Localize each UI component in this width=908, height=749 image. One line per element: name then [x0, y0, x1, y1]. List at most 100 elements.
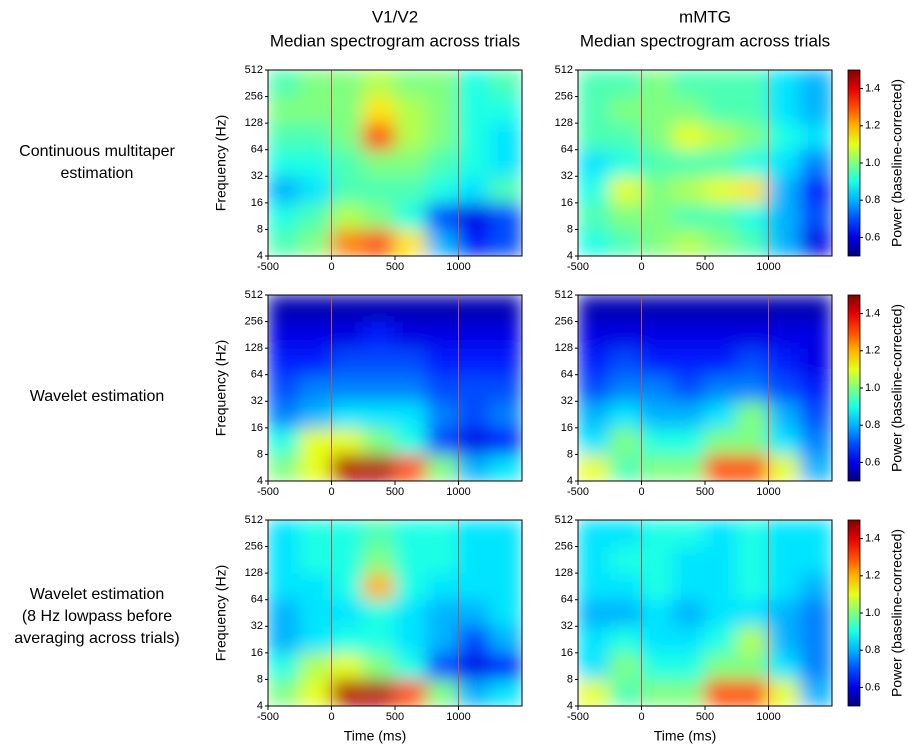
y-tick-label: 512	[245, 289, 263, 301]
cell	[489, 572, 522, 601]
cell	[768, 520, 801, 548]
cell	[578, 96, 611, 124]
colorbar-tick-label: 0.6	[865, 681, 880, 693]
cell	[299, 122, 332, 151]
cell	[704, 520, 738, 548]
cell	[799, 175, 832, 204]
cell	[736, 149, 769, 177]
cell	[268, 520, 301, 548]
cell	[768, 347, 801, 376]
heatmap-cells	[578, 295, 832, 481]
colorbar-tick-label: 1.2	[865, 345, 880, 357]
cell	[799, 625, 832, 654]
cell	[578, 427, 611, 455]
cell	[799, 453, 832, 481]
row-label: averaging across trials)	[14, 630, 179, 647]
cell	[641, 427, 674, 455]
colorbar-tick-label: 1.0	[865, 607, 880, 619]
row-label: (8 Hz lowpass before	[22, 608, 172, 625]
cell	[736, 652, 769, 680]
y-tick-label: 8	[567, 448, 573, 460]
cell	[578, 652, 611, 680]
cell	[704, 96, 738, 124]
x-tick-label: 500	[386, 261, 404, 273]
cell	[268, 400, 301, 429]
cell	[268, 122, 301, 151]
cell	[362, 202, 396, 230]
cell	[299, 149, 332, 177]
x-tick-label: -500	[257, 486, 279, 498]
cell	[704, 347, 738, 376]
y-tick-label: 8	[567, 673, 573, 685]
cell	[641, 122, 674, 151]
cell	[704, 427, 738, 455]
colorbar-tick-label: 1.4	[865, 308, 880, 320]
cell	[609, 202, 642, 230]
x-tick-label: 1000	[446, 261, 470, 273]
cell	[268, 572, 301, 601]
cell	[394, 149, 428, 177]
cell	[331, 599, 364, 627]
y-tick-label: 256	[555, 540, 573, 552]
cell	[268, 678, 301, 706]
cell	[426, 427, 459, 455]
cell	[799, 295, 832, 323]
column-subtitle: Median spectrogram across trials	[580, 31, 830, 50]
cell	[458, 546, 491, 574]
cell	[799, 652, 832, 680]
cell	[768, 295, 801, 323]
cell	[641, 520, 674, 548]
heatmap-cells	[268, 520, 522, 706]
x-tick-label: 500	[386, 486, 404, 498]
cell	[672, 678, 706, 706]
cell	[458, 96, 491, 124]
cell	[768, 625, 801, 654]
cell	[672, 652, 706, 680]
cell	[672, 427, 706, 455]
cell	[362, 122, 396, 151]
cell	[299, 70, 332, 98]
cell	[672, 175, 706, 204]
cell	[609, 546, 642, 574]
cell	[609, 400, 642, 429]
cell	[331, 347, 364, 376]
y-tick-label: 64	[561, 594, 573, 606]
heatmap-cells	[578, 70, 832, 256]
y-tick-label: 32	[561, 395, 573, 407]
cell	[362, 572, 396, 601]
y-tick-label: 32	[251, 620, 263, 632]
x-tick-label: 500	[386, 711, 404, 723]
cell	[458, 599, 491, 627]
cell	[641, 678, 674, 706]
cell	[672, 400, 706, 429]
cell	[641, 453, 674, 481]
cell	[799, 374, 832, 402]
colorbar-tick-label: 1.0	[865, 157, 880, 169]
cell	[768, 546, 801, 574]
cell	[641, 400, 674, 429]
y-tick-label: 256	[245, 90, 263, 102]
y-axis-label: Frequency (Hz)	[213, 340, 229, 436]
cell	[331, 625, 364, 654]
cell	[672, 321, 706, 349]
cell	[736, 427, 769, 455]
cell	[578, 625, 611, 654]
cell	[641, 652, 674, 680]
colorbar-tick-label: 1.0	[865, 382, 880, 394]
cell	[609, 374, 642, 402]
cell	[578, 295, 611, 323]
cell	[331, 427, 364, 455]
cell	[578, 453, 611, 481]
cell	[458, 70, 491, 98]
cell	[672, 520, 706, 548]
cell	[394, 122, 428, 151]
cell	[268, 228, 301, 256]
cell	[704, 546, 738, 574]
cell	[704, 202, 738, 230]
y-tick-label: 16	[561, 422, 573, 434]
cell	[609, 321, 642, 349]
cell	[362, 374, 396, 402]
cell	[609, 625, 642, 654]
colorbar-tick-label: 0.8	[865, 644, 880, 656]
cell	[331, 400, 364, 429]
